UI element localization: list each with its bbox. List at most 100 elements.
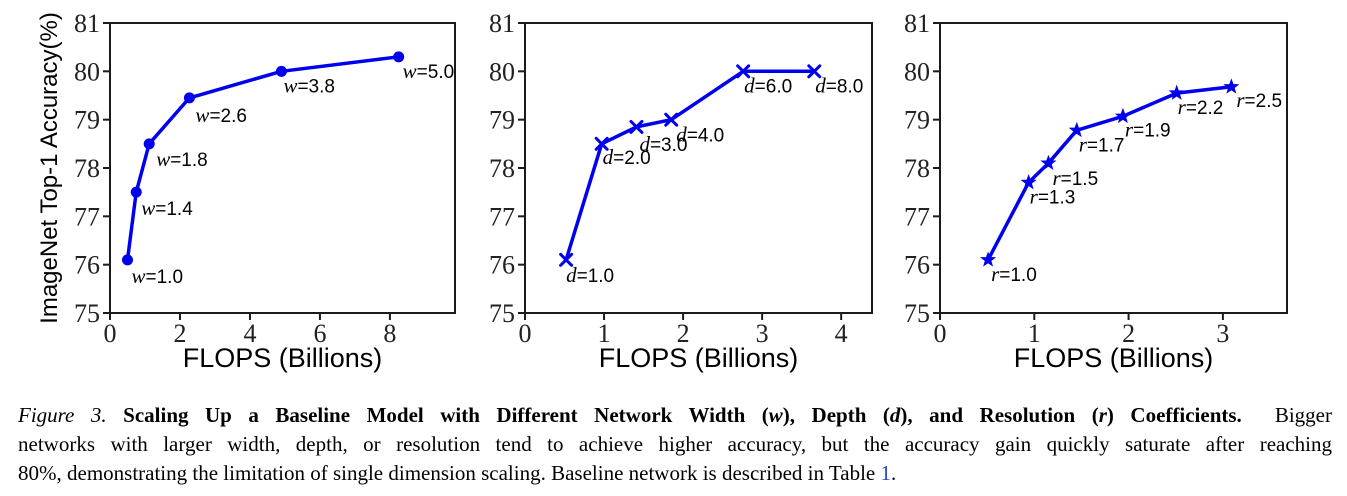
point-label: d=2.0 bbox=[603, 145, 651, 169]
x-axis-tick-label: 0 bbox=[934, 319, 947, 348]
resolution-scaling-chart: 0 1 2 3 75 76 77 78 79 80 81 FLOPS (Billions) r=1.0 r… bbox=[904, 9, 1288, 373]
y-axis-tick-label: 75 bbox=[74, 299, 100, 328]
caption-text: . bbox=[890, 461, 897, 485]
y-axis-tick-label: 78 bbox=[74, 154, 100, 183]
point-label: w=1.4 bbox=[141, 196, 193, 220]
data-line bbox=[125, 55, 401, 262]
caption-text: Bigger bbox=[1241, 403, 1332, 427]
y-axis-tick-label: 78 bbox=[904, 154, 930, 183]
x-axis-tick-label: 4 bbox=[243, 319, 256, 348]
y-axis-tick-label: 80 bbox=[74, 57, 100, 86]
star-marker bbox=[1020, 174, 1037, 190]
point-label: w=5.0 bbox=[403, 59, 455, 83]
point-label: d=1.0 bbox=[566, 263, 614, 287]
y-axis-tick-label: 80 bbox=[904, 57, 930, 86]
caption-text: d bbox=[889, 403, 901, 427]
point-label: r=2.2 bbox=[1178, 95, 1224, 119]
x-axis-tick-label: 2 bbox=[173, 319, 186, 348]
y-axis-tick-label: 81 bbox=[489, 9, 515, 38]
circle-marker bbox=[121, 254, 133, 266]
x-marker bbox=[559, 252, 574, 267]
y-axis-tick-label: 76 bbox=[904, 251, 930, 280]
circle-marker bbox=[275, 65, 287, 77]
x-marker bbox=[594, 136, 609, 151]
point-label: d=6.0 bbox=[744, 73, 792, 97]
x-axis-tick-label: 1 bbox=[1028, 319, 1041, 348]
caption-text: ), and Resolution ( bbox=[900, 403, 1099, 427]
point-label: w=1.8 bbox=[156, 147, 208, 171]
x-axis-tick-label: 3 bbox=[756, 319, 769, 348]
y-axis-tick-label: 75 bbox=[489, 299, 515, 328]
caption-text: Scaling Up a Baseline Model with Differe… bbox=[123, 403, 769, 427]
caption-line-2: networks with larger width, depth, or re… bbox=[18, 430, 1332, 459]
point-label: r=1.7 bbox=[1079, 132, 1125, 156]
data-line bbox=[564, 69, 817, 262]
x-axis-tick-label: 6 bbox=[313, 319, 326, 348]
point-label: r=1.0 bbox=[991, 262, 1037, 286]
x-axis-tick-label: 4 bbox=[835, 319, 848, 348]
x-axis-tick-label: 2 bbox=[1122, 319, 1135, 348]
star-marker bbox=[1040, 154, 1057, 171]
star-marker bbox=[1068, 121, 1085, 138]
x-axis-tick-label: 8 bbox=[383, 319, 396, 348]
circle-marker bbox=[183, 92, 195, 104]
y-axis-tick-label: 80 bbox=[489, 57, 515, 86]
y-axis-title: ImageNet Top-1 Accuracy(%) bbox=[36, 12, 63, 324]
star-marker bbox=[1223, 78, 1240, 94]
y-axis-tick-label: 78 bbox=[489, 154, 515, 183]
point-label: w=2.6 bbox=[195, 103, 247, 127]
y-axis-tick-label: 79 bbox=[74, 106, 100, 135]
star-marker bbox=[980, 251, 997, 267]
point-label: w=3.8 bbox=[283, 73, 335, 97]
circle-marker bbox=[130, 186, 142, 198]
caption-text: ) Coefficients. bbox=[1106, 403, 1242, 427]
caption-line-3: 80%, demonstrating the limitation of sin… bbox=[18, 459, 1332, 488]
y-axis-tick-label: 76 bbox=[74, 251, 100, 280]
x-axis-tick-label: 2 bbox=[677, 319, 690, 348]
x-axis-tick-label: 0 bbox=[519, 319, 532, 348]
y-axis-tick-label: 77 bbox=[489, 202, 515, 231]
depth-scaling-chart: 0 1 2 3 4 75 76 77 78 79 80 81 FLOPS (Billions) d=1.0… bbox=[489, 9, 873, 373]
width-scaling-chart: 0 2 4 6 8 75 76 77 78 79 80 81 FLOPS (Billions) Image… bbox=[36, 9, 456, 373]
star-marker bbox=[1168, 84, 1185, 100]
point-label: r=1.5 bbox=[1052, 166, 1098, 190]
x-axis-title: FLOPS (Billions) bbox=[1014, 343, 1214, 373]
caption-text: w bbox=[768, 403, 783, 427]
x-marker bbox=[807, 64, 822, 79]
y-axis-tick-label: 75 bbox=[904, 299, 930, 328]
caption-text bbox=[107, 403, 124, 427]
x-axis-tick-label: 1 bbox=[598, 319, 611, 348]
y-axis-tick-label: 81 bbox=[904, 9, 930, 38]
x-axis-tick-label: 0 bbox=[104, 319, 117, 348]
point-label: r=1.3 bbox=[1030, 185, 1076, 209]
circle-marker bbox=[143, 138, 155, 150]
x-axis-tick-label: 3 bbox=[1216, 319, 1229, 348]
caption-text: networks with larger width, depth, or re… bbox=[18, 432, 1332, 456]
y-axis-tick-label: 81 bbox=[74, 9, 100, 38]
charts-svg: 0 2 4 6 8 75 76 77 78 79 80 81 FLOPS (Billions) Image… bbox=[36, 9, 1288, 373]
circle-marker bbox=[393, 51, 405, 63]
y-axis-tick-label: 79 bbox=[489, 106, 515, 135]
caption-text: Figure 3. bbox=[18, 403, 107, 427]
caption-text: r bbox=[1098, 403, 1107, 427]
caption-text: ), Depth ( bbox=[782, 403, 890, 427]
x-axis-title: FLOPS (Billions) bbox=[599, 343, 799, 373]
caption-text: 80%, demonstrating the limitation of sin… bbox=[18, 461, 881, 485]
y-axis-tick-label: 77 bbox=[904, 202, 930, 231]
x-marker bbox=[736, 64, 751, 79]
y-axis-tick-label: 77 bbox=[74, 202, 100, 231]
table-1-link[interactable]: 1 bbox=[880, 461, 891, 485]
y-axis-tick-label: 79 bbox=[904, 106, 930, 135]
point-label: d=3.0 bbox=[639, 132, 687, 156]
caption-line-1: Figure 3. Scaling Up a Baseline Model wi… bbox=[18, 401, 1332, 430]
point-label: r=1.9 bbox=[1125, 117, 1171, 141]
x-marker bbox=[629, 119, 644, 134]
figure-caption: Figure 3. Scaling Up a Baseline Model wi… bbox=[18, 401, 1332, 488]
x-marker bbox=[664, 112, 679, 127]
point-label: r=2.5 bbox=[1236, 88, 1282, 112]
y-axis-tick-label: 76 bbox=[489, 251, 515, 280]
point-label: w=1.0 bbox=[131, 264, 183, 288]
x-axis-title: FLOPS (Billions) bbox=[183, 343, 383, 373]
star-marker bbox=[1114, 107, 1131, 124]
point-label: d=8.0 bbox=[815, 73, 863, 97]
